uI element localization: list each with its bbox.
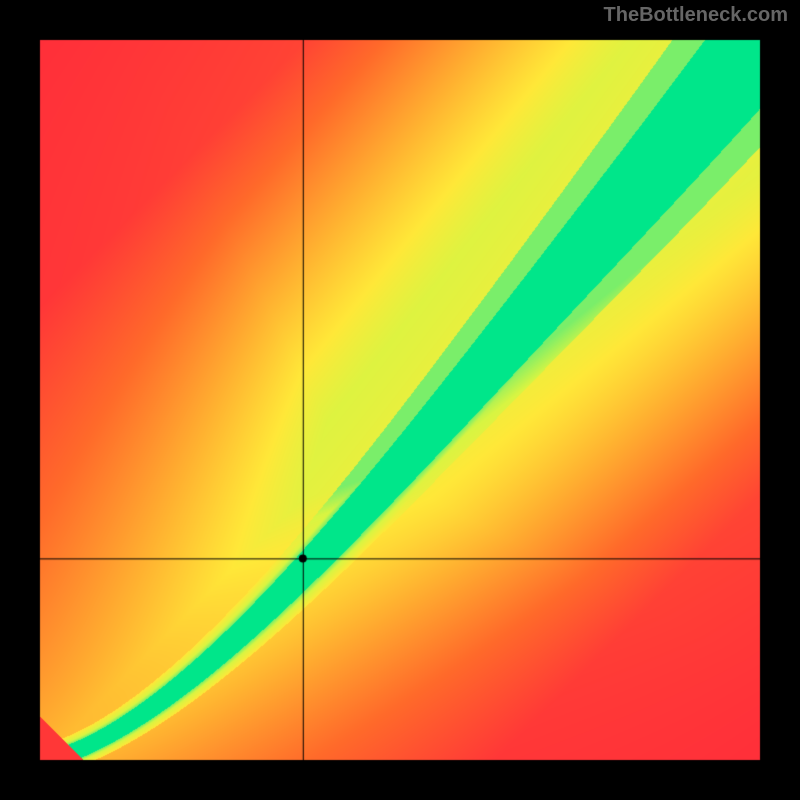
chart-container: TheBottleneck.com [0, 0, 800, 800]
bottleneck-heatmap [0, 0, 800, 800]
attribution-label: TheBottleneck.com [604, 4, 788, 27]
